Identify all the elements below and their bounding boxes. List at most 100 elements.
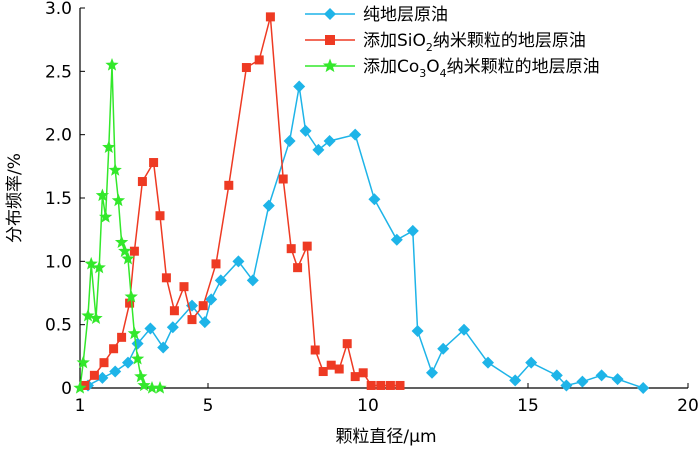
data-point-star: [111, 193, 126, 207]
data-point-square: [278, 174, 288, 184]
data-point-star: [127, 326, 142, 340]
x-tick-label: 10: [357, 396, 379, 416]
data-point-star: [105, 58, 119, 71]
legend-label-pure-oil: 纯地层原油: [363, 5, 448, 25]
data-point-star: [102, 140, 116, 153]
data-point-square: [366, 380, 376, 390]
data-point-diamond: [411, 325, 424, 337]
y-tick-label: 2.5: [45, 62, 72, 82]
y-tick-label: 0.5: [45, 316, 72, 336]
data-point-diamond: [437, 342, 450, 355]
data-point-diamond: [349, 128, 362, 141]
data-point-star: [98, 210, 113, 223]
data-point-square: [155, 211, 165, 221]
x-tick-label: 15: [517, 396, 539, 416]
data-point-square: [293, 263, 303, 273]
x-axis-title: 颗粒直径/μm: [335, 427, 436, 447]
data-point-square: [179, 282, 189, 292]
data-point-square: [149, 158, 159, 168]
data-point-diamond: [458, 323, 470, 336]
y-tick-label: 1.0: [45, 252, 72, 272]
data-point-square: [99, 358, 109, 368]
series-line: [79, 64, 160, 389]
data-point-star: [130, 351, 145, 365]
data-point-diamond: [611, 373, 624, 386]
data-point-diamond: [283, 135, 296, 147]
data-point-diamond: [406, 224, 419, 237]
data-point-diamond: [144, 322, 157, 335]
data-point-square: [395, 380, 405, 390]
data-point-star: [137, 378, 151, 392]
data-point-diamond: [109, 365, 122, 378]
data-point-square: [117, 332, 127, 342]
data-point-square: [286, 244, 296, 254]
legend-marker-diamond: [324, 8, 336, 20]
data-point-diamond: [560, 379, 573, 392]
data-point-square: [385, 380, 395, 390]
data-point-diamond: [390, 233, 403, 246]
data-point-star: [89, 311, 103, 324]
legend-entry-co3o4: 添加Co3O4纳米颗粒的地层原油: [305, 57, 600, 80]
data-point-diamond: [246, 274, 259, 287]
legend-entry-sio2: 添加SiO2纳米颗粒的地层原油: [305, 31, 586, 54]
data-point-diamond: [550, 369, 563, 382]
data-point-diamond: [262, 199, 275, 212]
data-point-square: [161, 273, 171, 283]
data-point-diamond: [509, 374, 522, 387]
data-point-square: [376, 380, 386, 390]
data-point-star: [81, 308, 95, 322]
y-tick-label: 3.0: [45, 0, 72, 19]
data-point-square: [358, 368, 368, 378]
data-point-square: [342, 339, 352, 349]
data-point-square: [302, 241, 312, 251]
data-point-star: [134, 369, 148, 383]
data-point-star: [153, 381, 167, 394]
data-point-diamond: [198, 316, 211, 329]
x-tick-label: 20: [677, 396, 699, 416]
series-line: [87, 86, 644, 389]
data-point-square: [129, 246, 139, 256]
data-point-square: [224, 180, 234, 190]
x-tick-label: 5: [203, 396, 214, 416]
data-point-star: [145, 381, 159, 394]
data-point-diamond: [525, 356, 538, 369]
data-point-square: [241, 63, 251, 73]
legend-marker-square: [325, 35, 335, 45]
data-point-diamond: [637, 382, 650, 394]
data-point-square: [80, 380, 90, 390]
data-point-square: [310, 345, 320, 355]
data-point-diamond: [426, 366, 438, 379]
legend-label-sio2: 添加SiO2纳米颗粒的地层原油: [363, 31, 586, 54]
data-point-diamond: [293, 80, 306, 93]
legend-entry-pure-oil: 纯地层原油: [305, 5, 448, 25]
data-point-star: [84, 256, 98, 270]
data-point-square: [125, 298, 135, 308]
data-point-star: [114, 235, 129, 248]
data-point-diamond: [205, 293, 218, 306]
data-point-diamond: [576, 375, 589, 388]
data-point-square: [265, 12, 275, 22]
data-point-square: [89, 370, 99, 380]
legend-label-co3o4: 添加Co3O4纳米颗粒的地层原油: [363, 57, 600, 80]
data-point-square: [211, 259, 221, 269]
data-point-diamond: [214, 274, 227, 287]
data-point-square: [169, 306, 179, 316]
data-point-square: [198, 301, 208, 311]
legend: 纯地层原油 添加SiO2纳米颗粒的地层原油 添加Co3O4纳米颗粒的地层原油: [305, 5, 600, 80]
data-point-square: [326, 360, 336, 370]
data-point-square: [109, 344, 119, 354]
data-point-diamond: [323, 135, 336, 147]
data-point-star: [92, 260, 106, 274]
data-point-star: [118, 244, 132, 257]
data-point-star: [124, 289, 138, 303]
data-point-star: [121, 251, 135, 265]
data-point-diamond: [122, 356, 134, 369]
legend-marker-star: [322, 58, 338, 73]
data-point-square: [350, 372, 360, 382]
y-axis-title: 分布频率/%: [5, 153, 25, 243]
series-square: [80, 12, 405, 390]
y-tick-label: 2.0: [45, 126, 72, 146]
data-point-star: [95, 188, 110, 202]
